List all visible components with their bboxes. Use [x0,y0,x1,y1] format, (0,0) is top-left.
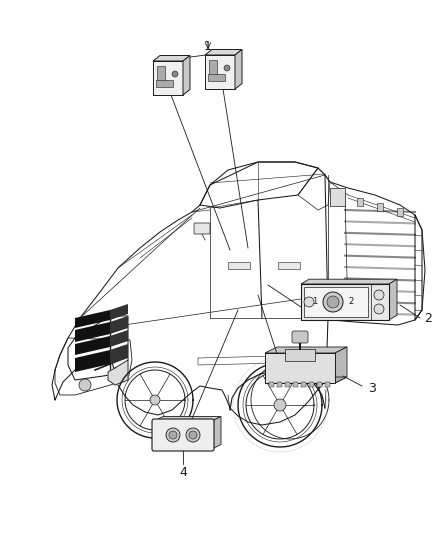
Polygon shape [75,350,110,372]
Circle shape [186,428,200,442]
Bar [317,382,322,387]
Polygon shape [335,347,347,383]
Circle shape [323,292,343,312]
Circle shape [304,297,314,307]
Polygon shape [389,279,397,320]
Polygon shape [183,55,190,95]
Polygon shape [75,310,110,328]
Bar [309,382,314,387]
Polygon shape [153,55,190,61]
Bar [330,188,345,206]
Polygon shape [212,416,221,449]
Bar [209,60,217,77]
Bar [278,262,300,269]
Circle shape [374,304,384,314]
Text: 2: 2 [348,297,353,306]
Text: 1: 1 [204,41,212,53]
Bar [301,382,306,387]
Polygon shape [110,330,128,347]
Circle shape [224,65,230,71]
Text: 2: 2 [424,311,432,325]
Bar [228,262,250,269]
Polygon shape [108,360,128,385]
Bar [377,203,383,211]
Bar [285,382,290,387]
Bar [205,55,235,89]
Bar [285,349,315,361]
FancyBboxPatch shape [194,223,210,234]
Bar [269,382,274,387]
Polygon shape [110,344,128,364]
Bar [397,208,403,216]
Bar [301,284,389,320]
Circle shape [327,296,339,308]
Bar [208,74,225,82]
Polygon shape [154,416,221,421]
Circle shape [172,71,178,77]
Polygon shape [75,322,110,342]
Bar [157,66,166,83]
Polygon shape [205,50,242,55]
Circle shape [169,431,177,439]
Bar [357,198,363,206]
Polygon shape [301,279,397,284]
Circle shape [274,399,286,411]
FancyBboxPatch shape [292,331,308,343]
Circle shape [150,395,160,405]
FancyBboxPatch shape [152,419,214,451]
Polygon shape [235,50,242,89]
Polygon shape [110,316,128,334]
Bar [156,80,173,87]
Polygon shape [265,347,347,353]
Polygon shape [110,304,128,320]
Bar [153,61,183,95]
Bar [265,353,335,383]
Bar [293,382,298,387]
Bar [325,382,330,387]
Circle shape [189,431,197,439]
Circle shape [79,379,91,391]
Circle shape [332,282,348,298]
Polygon shape [75,336,110,355]
Text: 4: 4 [179,465,187,479]
Bar [277,382,282,387]
Bar [304,287,368,317]
Circle shape [374,290,384,300]
Circle shape [166,428,180,442]
Text: 3: 3 [368,382,376,394]
Text: 1: 1 [312,297,318,306]
Polygon shape [265,377,347,383]
